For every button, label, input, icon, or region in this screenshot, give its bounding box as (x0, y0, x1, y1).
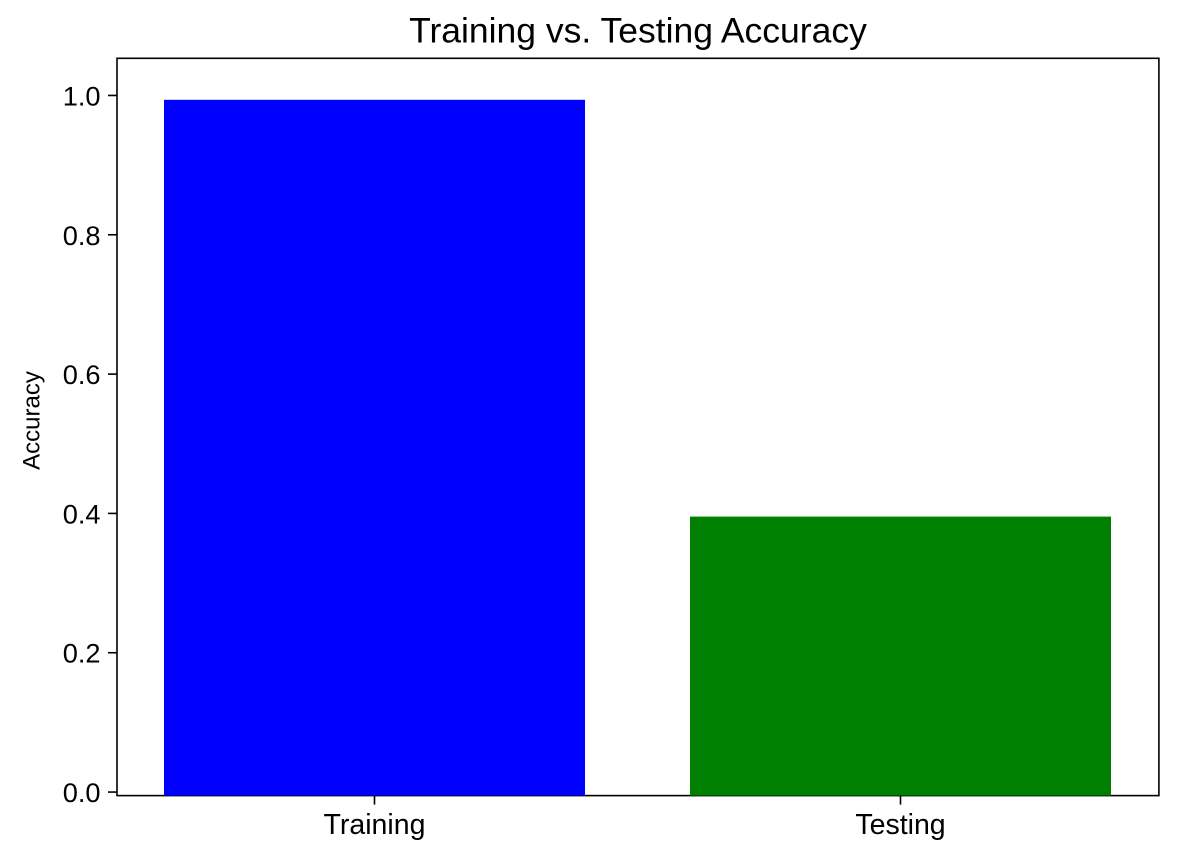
svg-text:Testing: Testing (855, 809, 945, 841)
svg-text:Training vs. Testing Accuracy: Training vs. Testing Accuracy (409, 11, 867, 51)
svg-text:0.6: 0.6 (63, 359, 101, 390)
svg-text:0.4: 0.4 (63, 498, 101, 529)
svg-text:Accuracy: Accuracy (19, 371, 46, 470)
svg-text:1.0: 1.0 (63, 81, 101, 112)
svg-text:0.2: 0.2 (63, 638, 101, 669)
svg-text:0.8: 0.8 (63, 220, 101, 251)
svg-text:Training: Training (324, 809, 426, 841)
svg-text:0.0: 0.0 (63, 777, 101, 808)
